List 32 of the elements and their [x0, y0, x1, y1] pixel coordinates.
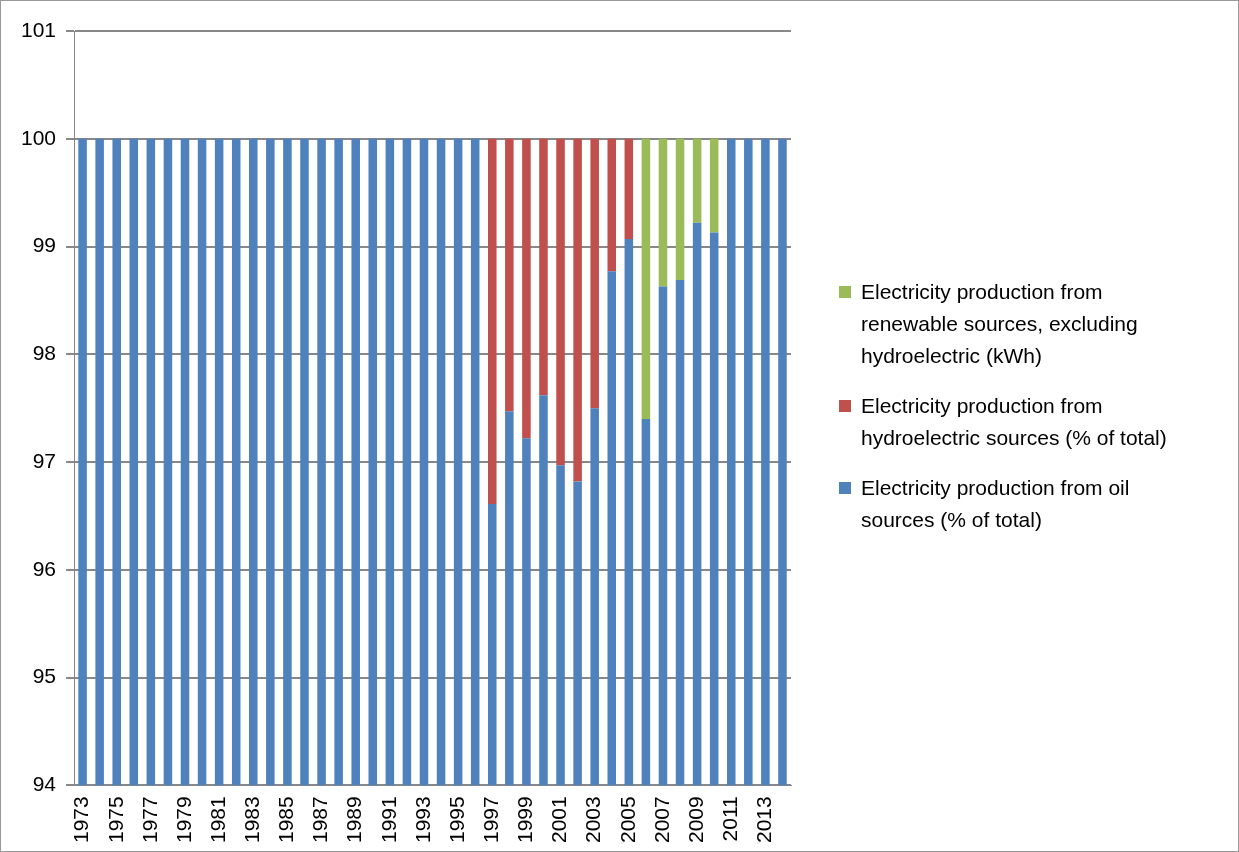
y-tick-label: 100 — [20, 125, 57, 149]
x-tick-label: 1983 — [240, 796, 264, 843]
y-tick-label: 97 — [32, 448, 57, 472]
y-tick-label: 96 — [32, 556, 57, 580]
y-tick-label: 98 — [32, 341, 57, 365]
legend-label: Electricity production from hydroelectric sources (% of total) — [861, 393, 1168, 451]
x-tick-label: 1995 — [444, 796, 468, 843]
x-tick-label: 1977 — [137, 796, 161, 843]
x-tick-label: 1993 — [410, 796, 434, 843]
x-tick-label: 1973 — [69, 796, 93, 843]
x-tick-label: 2011 — [718, 796, 742, 842]
x-tick-label: 1981 — [205, 796, 229, 843]
y-tick-label: 99 — [32, 233, 57, 257]
legend-label: Electricity production from oil sources (% of total) — [861, 475, 1131, 533]
x-tick-label: 1979 — [171, 796, 195, 843]
y-tick-label: 95 — [32, 664, 57, 688]
x-tick-label: 1975 — [103, 796, 127, 843]
x-tick-label: 2013 — [752, 796, 776, 843]
x-tick-label: 2001 — [547, 796, 571, 843]
x-tick-label: 2007 — [649, 796, 673, 843]
x-tick-label: 2003 — [581, 796, 605, 843]
x-tick-label: 1989 — [342, 796, 366, 843]
x-tick-label: 1987 — [308, 796, 332, 843]
y-tick-label: 94 — [32, 772, 57, 796]
y-tick-label: 101 — [20, 17, 57, 41]
x-tick-label: 2005 — [615, 796, 639, 843]
x-tick-label: 1999 — [513, 796, 537, 843]
x-tick-label: 2009 — [683, 796, 707, 843]
x-tick-label: 1997 — [479, 796, 503, 843]
x-tick-label: 1985 — [274, 796, 298, 843]
x-tick-label: 1991 — [376, 796, 400, 843]
legend-label: Electricity production from renewable sources, excluding hydroelectric (kWh) — [861, 279, 1139, 369]
